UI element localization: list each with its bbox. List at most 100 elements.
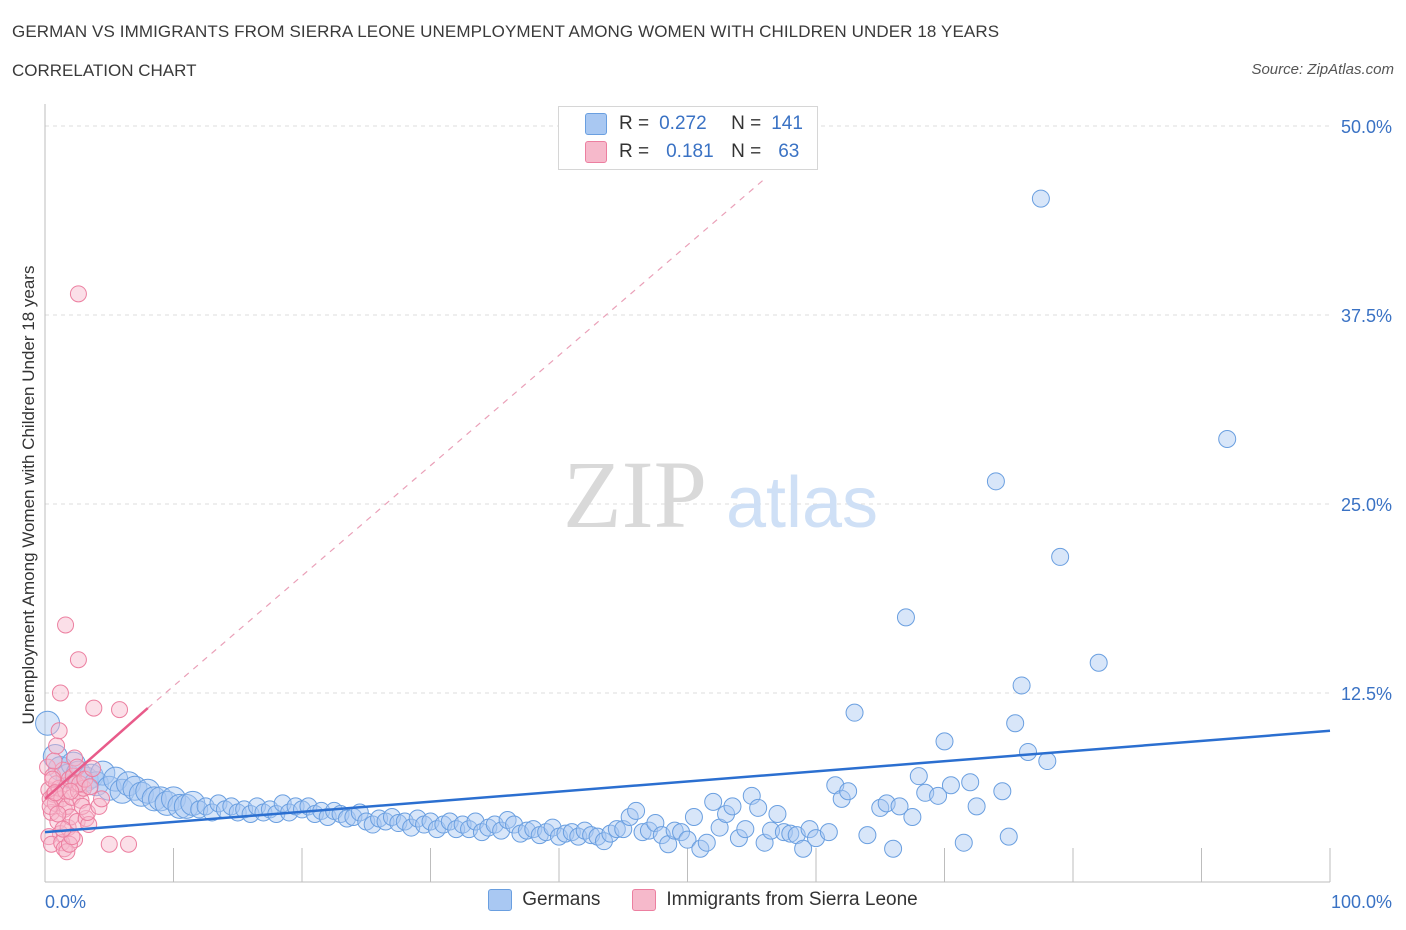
germans-point [1089, 653, 1108, 672]
sierra-swatch [585, 141, 607, 163]
germans-point [736, 820, 755, 839]
germans-point [154, 790, 180, 816]
series-legend: Germans Immigrants from Sierra Leone [0, 889, 1406, 911]
germans-point [633, 823, 652, 842]
germans-point [768, 804, 787, 823]
germans-point [929, 786, 948, 805]
n-value: 63 [778, 141, 800, 162]
sierra-point [57, 616, 75, 634]
sierra-point [51, 684, 69, 702]
y-tick-label: 50.0% [1341, 117, 1392, 137]
r-label: R = [619, 113, 650, 134]
trend-lines [44, 707, 1331, 834]
sierra-point [69, 285, 87, 303]
legend-label: Immigrants from Sierra Leone [666, 889, 918, 910]
watermark-atlas: atlas [726, 463, 878, 543]
germans-point [749, 798, 768, 817]
germans-point [90, 760, 116, 786]
sierra-point [62, 782, 80, 800]
germans-point [1218, 429, 1237, 448]
germans-point [167, 793, 193, 819]
sierra-point [46, 784, 64, 802]
germans-point [717, 804, 736, 823]
germans-point [762, 821, 781, 840]
r-label: R = [619, 141, 650, 162]
germans-point [627, 801, 646, 820]
germans-point [781, 824, 800, 843]
r-value: 0.181 [666, 141, 714, 162]
germans-point [832, 789, 851, 808]
legend-item-germans[interactable]: Germans [488, 889, 600, 911]
sierra-point [81, 778, 99, 796]
germans-points [35, 189, 1237, 858]
germans-trend-line [44, 729, 1331, 834]
x-tick-label: 100.0% [1331, 892, 1392, 912]
germans-point [697, 833, 716, 852]
germans-point [1038, 752, 1057, 771]
germans-point [941, 776, 960, 795]
germans-point [447, 820, 466, 839]
germans-point [896, 608, 915, 627]
sierra-point [50, 722, 68, 740]
sierra-point [120, 835, 138, 853]
germans-point [562, 823, 581, 842]
germans-point [128, 781, 154, 807]
germans-point [890, 797, 909, 816]
y-tick-label: 37.5% [1341, 306, 1392, 326]
germans-point [498, 811, 517, 830]
watermark-zip: ZIP [563, 441, 707, 548]
germans-point [135, 778, 161, 804]
sierra-point [111, 701, 129, 719]
germans-point [684, 807, 703, 826]
y-tick-label: 25.0% [1341, 495, 1392, 515]
germans-point [1012, 676, 1031, 695]
germans-point [665, 821, 684, 840]
germans-point [999, 827, 1018, 846]
germans-point [704, 792, 723, 811]
germans-point [903, 807, 922, 826]
legend-item-sierra[interactable]: Immigrants from Sierra Leone [632, 889, 918, 911]
germans-point [954, 833, 973, 852]
sierra-points [39, 285, 138, 861]
sierra-point [69, 651, 87, 669]
sierra-point [48, 737, 66, 755]
germans-swatch [585, 113, 607, 135]
sierra-point [49, 805, 67, 823]
sierra-point [85, 699, 103, 717]
sierra-point [44, 770, 62, 788]
chart-title: GERMAN VS IMMIGRANTS FROM SIERRA LEONE U… [12, 22, 1000, 41]
germans-point [161, 786, 186, 812]
sierra-point [93, 790, 111, 808]
germans-point [845, 703, 864, 722]
germans-point [993, 782, 1012, 801]
germans-point [141, 786, 167, 812]
stats-row-germans: R = 0.272 N = 141 [585, 111, 803, 137]
n-label: N = [731, 141, 762, 162]
germans-point [594, 832, 613, 851]
germans-point [935, 732, 954, 751]
germans-point [723, 797, 742, 816]
germans-point [884, 839, 903, 858]
y-axis-label: Unemployment Among Women with Children U… [19, 266, 38, 725]
axes [44, 104, 1331, 883]
axis-labels: 12.5% 25.0% 37.5% 50.0% 0.0% 100.0% [45, 117, 1392, 912]
watermark: ZIP atlas [563, 441, 878, 548]
legend-label: Germans [522, 889, 601, 910]
germans-point [241, 804, 260, 823]
source-credit: Source: ZipAtlas.com [1251, 61, 1394, 78]
y-tick-label: 12.5% [1341, 684, 1392, 704]
germans-point [376, 812, 395, 831]
n-label: N = [731, 113, 762, 134]
r-value: 0.272 [659, 113, 707, 134]
stats-row-sierra: R = 0.181 N = 63 [585, 139, 799, 165]
sierra-point [55, 840, 73, 858]
germans-point [1006, 714, 1025, 733]
germans-point [909, 767, 928, 786]
germans-point [794, 839, 813, 858]
germans-swatch [488, 889, 513, 911]
germans-point [678, 830, 697, 849]
grid-lines [45, 125, 1330, 694]
germans-point [858, 826, 877, 845]
germans-point [607, 820, 626, 839]
pink-trend-extension [147, 178, 765, 709]
